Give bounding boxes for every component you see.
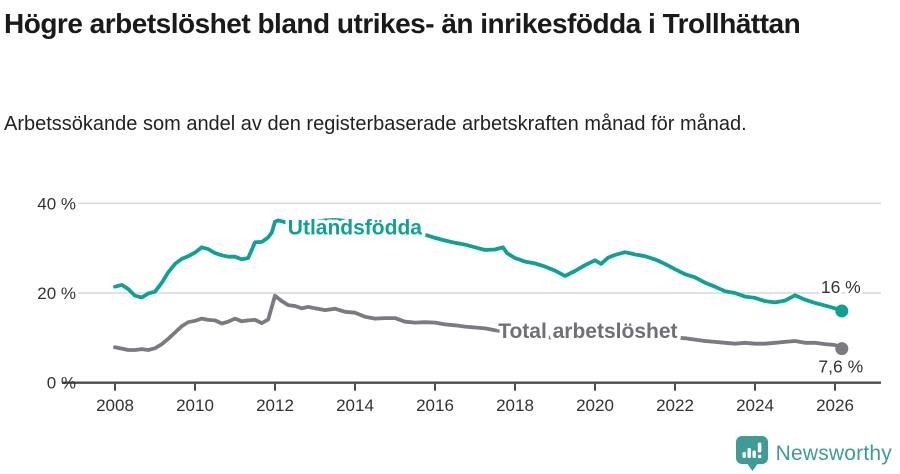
series-line-total	[113, 293, 844, 352]
series-end-dot	[835, 304, 849, 318]
x-tick-label: 2014	[336, 396, 374, 415]
chart-subtitle: Arbetssökande som andel av den registerb…	[4, 113, 747, 135]
newsworthy-wordmark: Newsworthy	[775, 442, 892, 465]
end-value-annotation: 7,6 %	[818, 357, 863, 377]
end-value-annotation: 16 %	[821, 277, 861, 297]
series-label: Total arbetslöshet	[498, 320, 677, 343]
x-tick-label: 2010	[176, 396, 214, 415]
series-end-dot	[835, 342, 849, 356]
x-tick-label: 2018	[496, 396, 534, 415]
x-tick-label: 2012	[256, 396, 294, 415]
y-tick-label: 40 %	[37, 194, 76, 213]
newsworthy-logo[interactable]: Newsworthy	[735, 436, 892, 472]
x-tick-label: 2016	[416, 396, 454, 415]
x-tick-label: 2026	[816, 396, 854, 415]
x-tick-label: 2022	[656, 396, 694, 415]
y-tick-label: 0 %	[47, 374, 76, 393]
series-label: Utlandsfödda	[288, 217, 422, 240]
page-title: Högre arbetslöshet bland utrikes- än inr…	[4, 8, 801, 39]
x-tick-label: 2008	[96, 396, 134, 415]
x-tick-label: 2024	[736, 396, 774, 415]
series-line-utlandsfodda	[113, 217, 844, 313]
x-tick-label: 2020	[576, 396, 614, 415]
y-tick-label: 20 %	[37, 284, 76, 303]
newsworthy-logo-icon	[735, 436, 769, 472]
